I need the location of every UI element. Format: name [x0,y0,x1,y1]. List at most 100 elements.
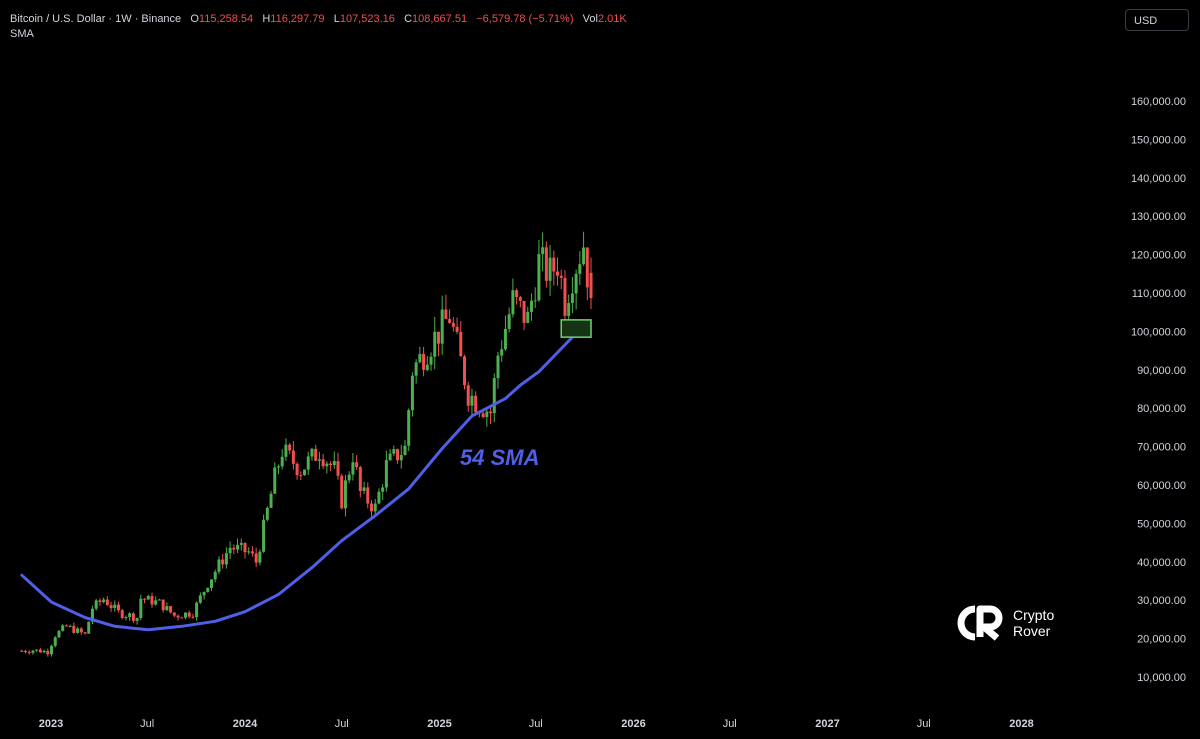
price-tick-label: 30,000.00 [1137,595,1186,607]
candle-body [195,602,199,618]
candle-body [280,456,284,467]
candle-body [522,300,526,323]
candle-body [366,487,370,504]
candle-body [258,551,262,563]
candle-body [459,331,463,357]
candle-body [414,362,418,376]
time-axis[interactable]: 2023 Jul 2024 Jul 2025 Jul 2026 Jul 2027 Jul 2028 [39,718,1034,730]
high-value: 116,297.79 [270,13,325,25]
candle-body [102,599,106,603]
candle-body [556,271,560,276]
open-label: O [190,13,199,25]
time-tick-label: Jul [723,718,737,730]
chart-legend: Bitcoin / U.S. Dollar · 1W · Binance O11… [10,13,627,40]
price-tick-label: 140,000.00 [1131,173,1186,185]
candle-body [425,364,429,370]
candle-body [38,649,42,653]
candle-body [213,571,217,580]
indicator-row: SMA [10,28,627,40]
candle-body [384,460,388,488]
candle-body [329,463,333,466]
candle-body [492,378,496,414]
candle-body [42,650,46,653]
price-tick-label: 110,000.00 [1132,288,1186,300]
candle-body [202,591,206,596]
candle-body [537,254,541,301]
candle-body [559,275,563,278]
candle-body [451,322,455,327]
open-value: 115,258.54 [198,13,254,25]
candle-body [139,598,143,618]
price-tick-label: 90,000.00 [1137,365,1186,377]
price-tick-label: 50,000.00 [1137,518,1186,530]
candle-body [362,487,366,491]
candle-body [552,257,556,272]
close-label: C [404,13,413,25]
candle-body [76,628,80,633]
candle-body [317,459,321,461]
candle-body [250,551,254,554]
candle-body [46,650,50,655]
candle-body [273,467,277,494]
candle-body [187,612,191,617]
candle-body [321,459,325,467]
candle-body [489,411,493,414]
time-tick-label: 2027 [815,718,839,730]
candle-body [243,542,247,553]
candle-body [232,547,236,550]
currency-button[interactable]: USD [1125,9,1189,31]
candle-body [470,395,474,406]
time-tick-label: 2024 [233,718,258,730]
candles-group [20,231,593,657]
candle-body [113,604,117,609]
ohlc-row: Bitcoin / U.S. Dollar · 1W · Binance O11… [10,13,627,25]
candle-body [83,632,87,634]
candle-body [247,551,251,553]
candle-body [332,461,336,466]
volume-label: Vol [582,13,598,25]
candle-body [563,277,567,316]
brand-name: Crypto Rover [1013,607,1054,639]
candle-body [466,385,470,406]
time-tick-label: Jul [140,718,154,730]
candle-body [79,628,83,633]
time-tick-label: 2025 [427,718,451,730]
candle-body [496,355,500,379]
candle-body [589,272,593,299]
candle-body [515,290,519,298]
candle-body [336,461,340,476]
candle-body [143,598,147,600]
candle-body [20,650,24,652]
candle-body [429,356,433,365]
candle-body [582,247,586,265]
price-tick-label: 80,000.00 [1137,403,1186,415]
candle-body [94,600,98,609]
candle-body [262,519,266,552]
symbol-title[interactable]: Bitcoin / U.S. Dollar · 1W · Binance [10,13,182,25]
candle-body [448,318,452,323]
candle-body [146,596,150,600]
candle-body [303,469,307,476]
candle-body [68,625,72,627]
price-tick-label: 70,000.00 [1137,442,1186,454]
price-tick-label: 100,000.00 [1131,326,1186,338]
price-axis[interactable]: 10,000.00 20,000.00 30,000.00 40,000.00 50,0… [1131,96,1186,684]
indicator-label[interactable]: SMA [10,28,34,40]
candle-body [436,331,440,344]
candle-body [169,606,173,613]
candle-body [35,649,39,651]
time-tick-label: Jul [529,718,543,730]
candle-body [131,613,135,621]
candle-body [87,621,91,634]
candle-body [407,410,411,446]
candle-body [314,448,318,461]
candle-body [574,273,578,294]
candle-body [161,599,165,611]
candle-body [403,445,407,456]
candle-body [377,491,381,504]
candle-body [358,467,362,491]
candle-body [72,625,76,633]
candle-body [433,331,437,357]
candle-body [198,595,202,603]
